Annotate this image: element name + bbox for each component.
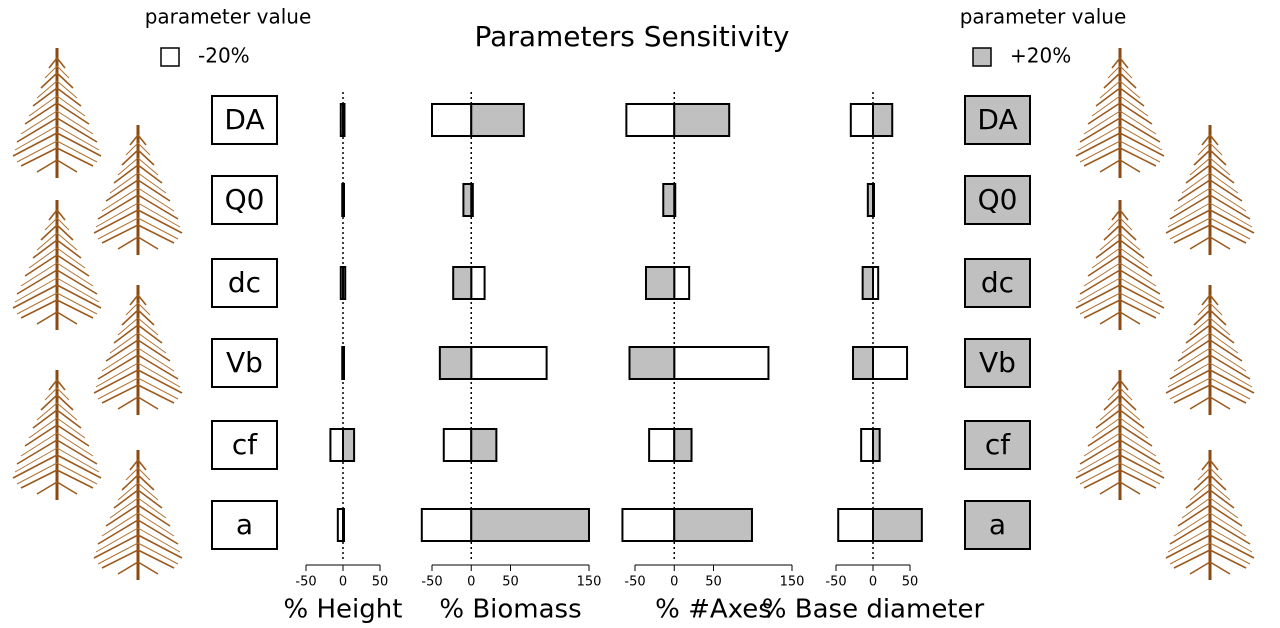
- legend-label: +20%: [1010, 44, 1071, 68]
- category-label: a: [989, 508, 1006, 541]
- bar: [343, 267, 345, 299]
- bar: [343, 104, 344, 136]
- x-tick-label: 0: [339, 575, 347, 590]
- tree-image: [13, 200, 101, 330]
- x-axis-label: % Height: [284, 595, 403, 625]
- bar: [663, 184, 674, 216]
- x-tick-label: 0: [467, 575, 475, 590]
- category-label: dc: [228, 266, 261, 299]
- tree-image: [1076, 48, 1164, 178]
- bar: [646, 267, 674, 299]
- x-tick-label: 0: [869, 575, 877, 590]
- bar: [471, 104, 524, 136]
- bar: [471, 267, 484, 299]
- x-tick-label: 0: [670, 575, 678, 590]
- category-label: Vb: [226, 346, 263, 379]
- legend-label: -20%: [198, 44, 250, 68]
- x-tick-label: 50: [372, 575, 389, 590]
- legend-title: parameter value: [145, 5, 312, 29]
- category-label: Q0: [225, 183, 265, 216]
- category-label: DA: [977, 103, 1017, 136]
- tree-image: [1166, 285, 1254, 415]
- tree-image: [94, 450, 182, 580]
- bar: [674, 267, 689, 299]
- bar: [873, 509, 922, 541]
- x-tick-label: -50: [421, 575, 442, 590]
- x-axis-label: % Biomass: [439, 595, 581, 625]
- bar: [674, 429, 691, 461]
- x-tick-label: -50: [624, 575, 645, 590]
- x-tick-label: 50: [705, 575, 722, 590]
- x-tick-label: 150: [577, 575, 602, 590]
- page: Parameters Sensitivity parameter value p…: [0, 0, 1280, 628]
- bar: [838, 509, 873, 541]
- x-axis-label: % Base diameter: [762, 595, 985, 625]
- bar: [440, 347, 471, 379]
- bar: [674, 104, 729, 136]
- tree-image: [1166, 125, 1254, 255]
- bar: [422, 509, 471, 541]
- bar: [868, 184, 873, 216]
- bar: [432, 104, 471, 136]
- tree-image: [1166, 450, 1254, 580]
- chart: Parameters Sensitivity parameter value p…: [0, 0, 1280, 628]
- category-label: DA: [224, 103, 264, 136]
- bar: [626, 104, 674, 136]
- category-label: dc: [981, 266, 1014, 299]
- legend-swatch: [973, 48, 991, 66]
- bar: [343, 509, 344, 541]
- bar: [873, 104, 892, 136]
- bar: [343, 429, 354, 461]
- bar: [342, 184, 343, 216]
- bar: [471, 347, 546, 379]
- bar: [471, 429, 496, 461]
- bar: [463, 184, 471, 216]
- bar: [861, 429, 873, 461]
- category-label: cf: [985, 428, 1011, 461]
- bar: [873, 347, 907, 379]
- x-tick-label: 150: [780, 575, 805, 590]
- bar: [444, 429, 471, 461]
- x-tick-label: 50: [902, 575, 919, 590]
- chart-title: Parameters Sensitivity: [475, 20, 790, 53]
- legend-title: parameter value: [960, 5, 1127, 29]
- bar: [873, 429, 880, 461]
- tree-image: [1076, 200, 1164, 330]
- bar: [622, 509, 674, 541]
- category-label: Vb: [979, 346, 1016, 379]
- tree-image: [94, 125, 182, 255]
- bar: [330, 429, 343, 461]
- bar: [674, 509, 752, 541]
- bar: [863, 267, 873, 299]
- x-tick-label: -50: [295, 575, 316, 590]
- x-axis-label: % #Axes: [655, 595, 772, 625]
- bar: [853, 347, 873, 379]
- bar: [674, 347, 768, 379]
- bar: [851, 104, 873, 136]
- tree-image: [1076, 370, 1164, 500]
- category-label: Q0: [978, 183, 1018, 216]
- bar: [453, 267, 471, 299]
- x-tick-label: 50: [502, 575, 519, 590]
- category-label: cf: [232, 428, 258, 461]
- bar: [630, 347, 675, 379]
- bar: [649, 429, 674, 461]
- legend-swatch: [161, 48, 179, 66]
- tree-image: [13, 370, 101, 500]
- bar: [343, 347, 344, 379]
- x-tick-label: -50: [825, 575, 846, 590]
- category-label: a: [236, 508, 253, 541]
- tree-image: [13, 48, 101, 178]
- bar: [471, 509, 589, 541]
- tree-image: [94, 285, 182, 415]
